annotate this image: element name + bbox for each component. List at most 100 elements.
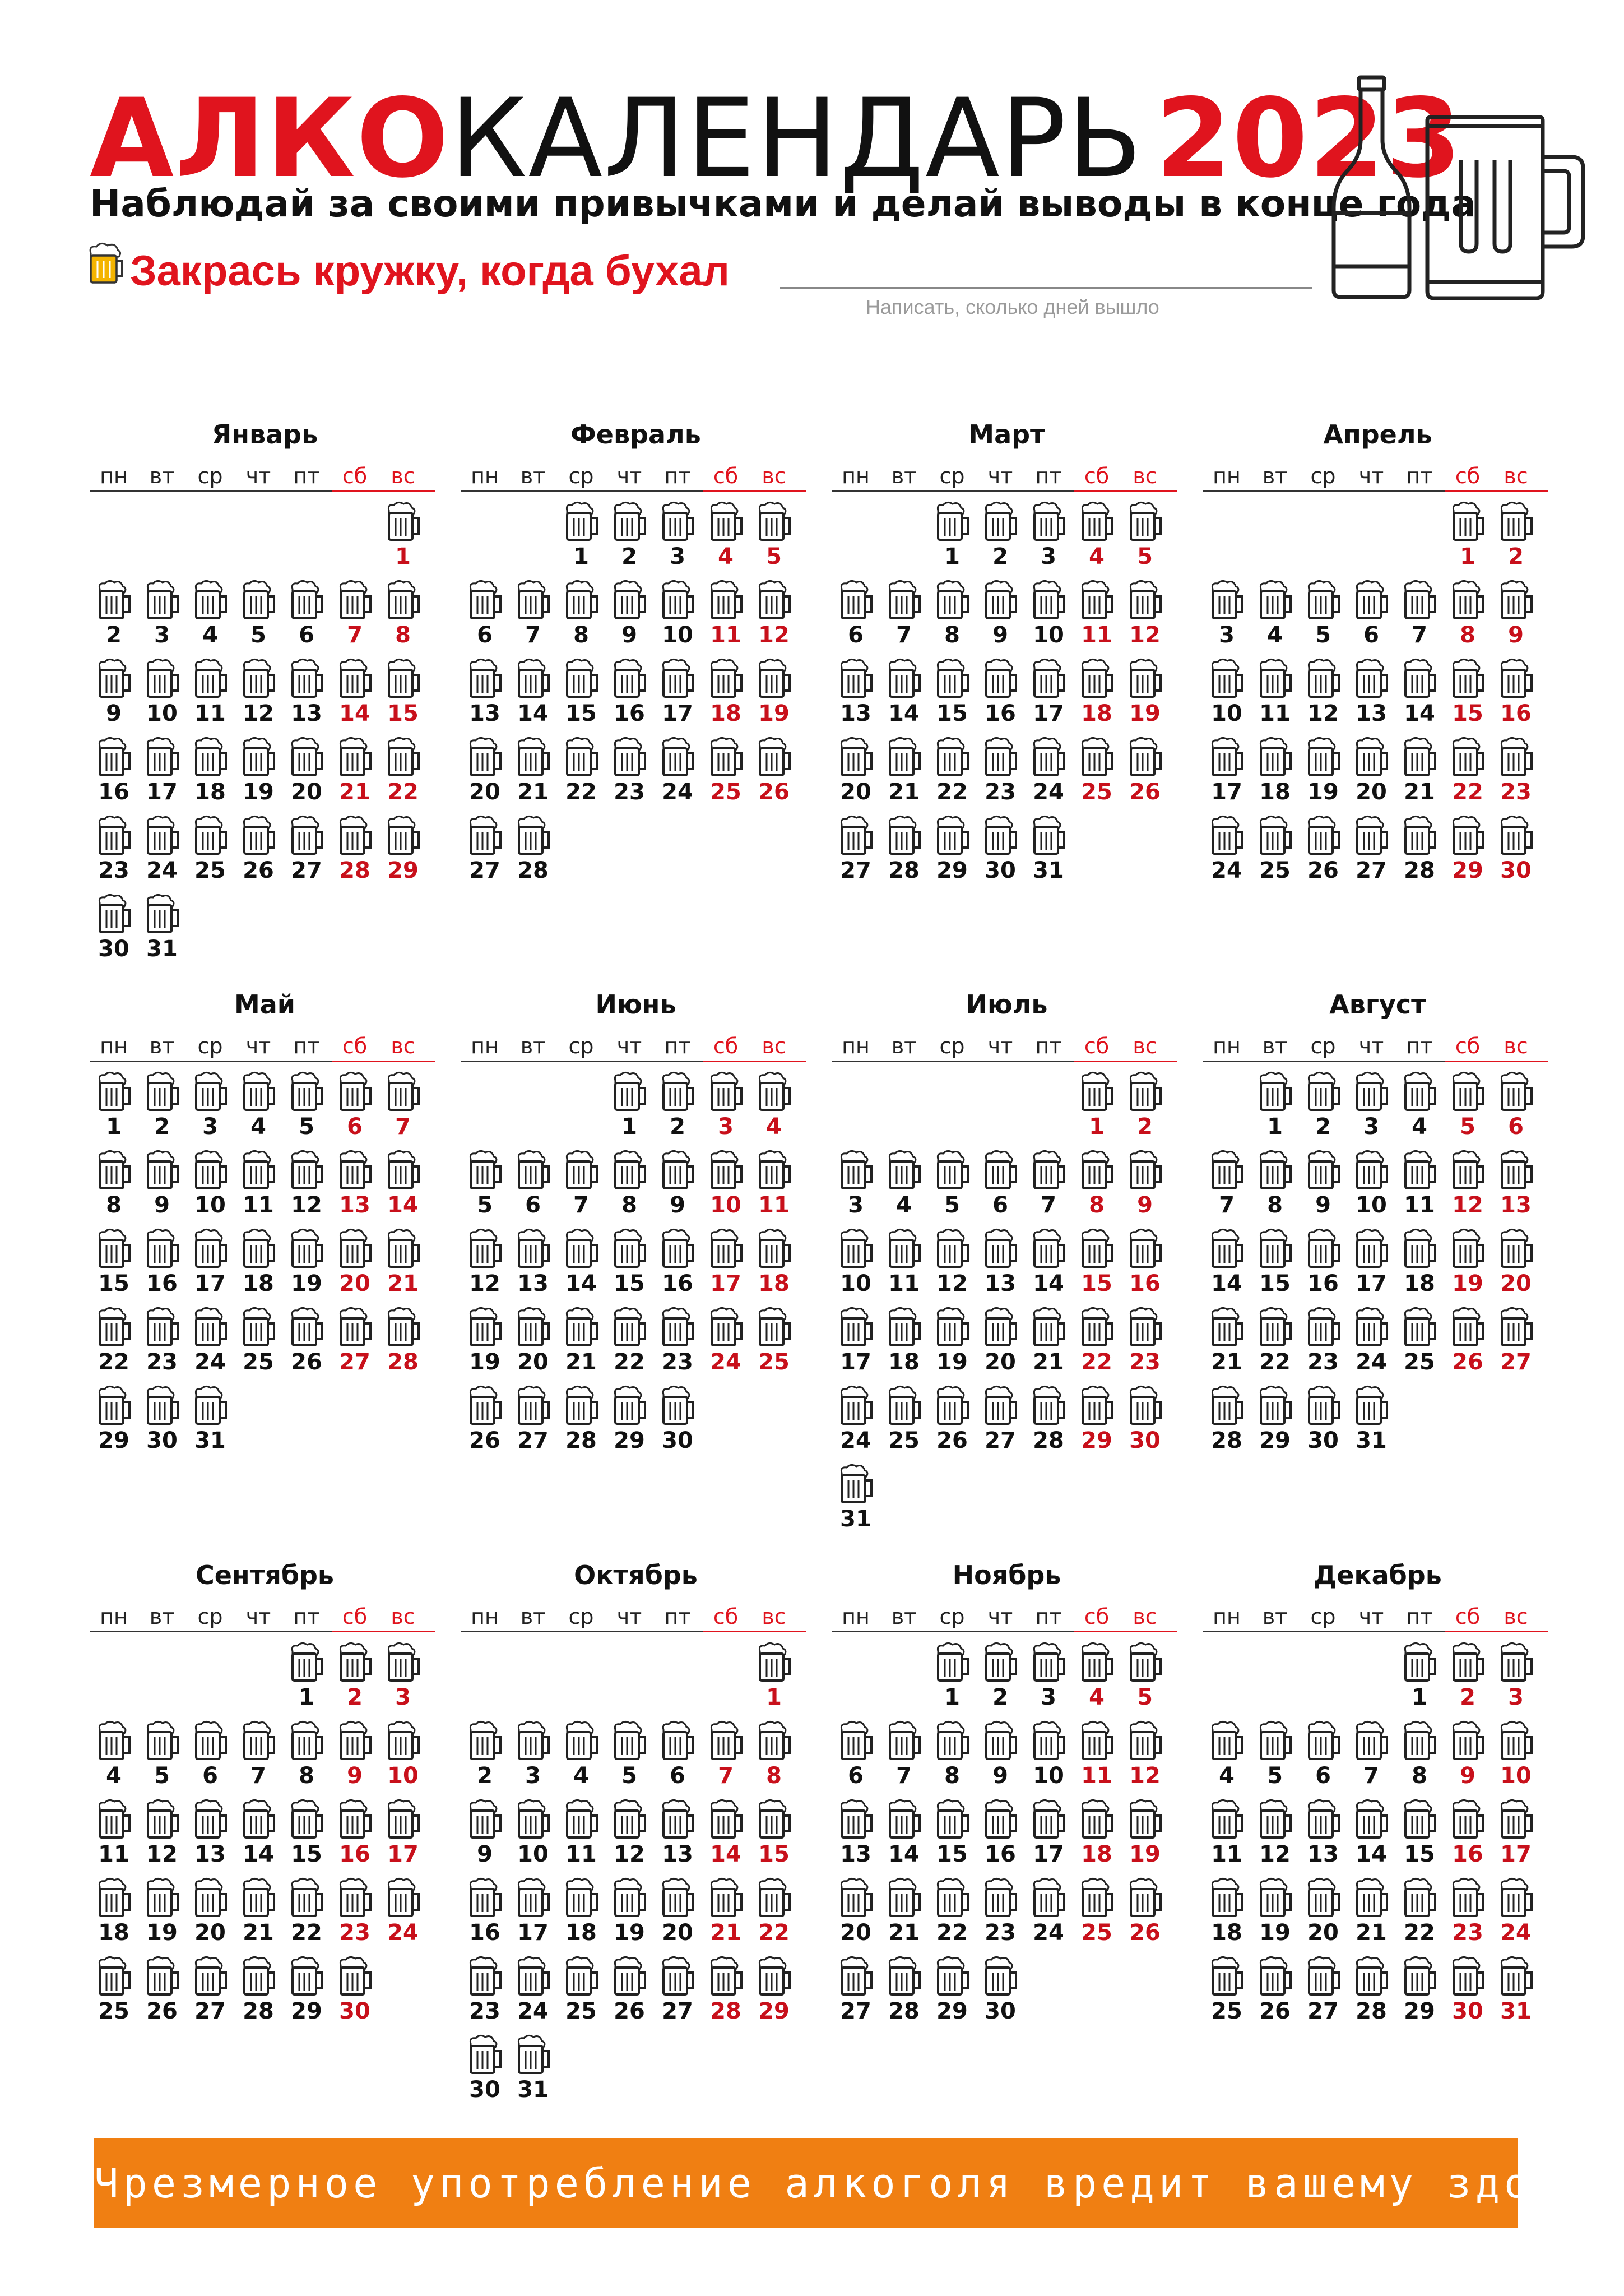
day-cell[interactable]: 19 xyxy=(461,1306,509,1385)
day-cell[interactable]: 3 xyxy=(832,1149,880,1228)
day-cell[interactable]: 20 xyxy=(282,736,331,814)
day-cell[interactable]: 26 xyxy=(461,1385,509,1463)
day-cell[interactable]: 25 xyxy=(880,1385,928,1463)
day-cell[interactable]: 1 xyxy=(928,501,976,579)
day-cell[interactable]: 9 xyxy=(331,1720,379,1798)
day-cell[interactable]: 25 xyxy=(1073,1877,1121,1955)
day-cell[interactable]: 26 xyxy=(1251,1955,1299,2034)
day-cell[interactable]: 12 xyxy=(282,1149,331,1228)
day-cell[interactable]: 26 xyxy=(1121,1877,1169,1955)
day-cell[interactable]: 6 xyxy=(1492,1071,1540,1149)
day-cell[interactable]: 26 xyxy=(928,1385,976,1463)
day-cell[interactable]: 7 xyxy=(880,579,928,658)
day-cell[interactable]: 18 xyxy=(702,658,750,736)
day-cell[interactable]: 3 xyxy=(653,501,702,579)
day-cell[interactable]: 23 xyxy=(1444,1877,1492,1955)
day-cell[interactable]: 18 xyxy=(234,1228,282,1306)
day-cell[interactable]: 13 xyxy=(832,658,880,736)
day-cell[interactable]: 2 xyxy=(605,501,653,579)
day-cell[interactable]: 26 xyxy=(1444,1306,1492,1385)
day-cell[interactable]: 31 xyxy=(1347,1385,1395,1463)
day-cell[interactable]: 9 xyxy=(90,658,138,736)
day-cell[interactable]: 17 xyxy=(1024,658,1073,736)
day-cell[interactable]: 15 xyxy=(1395,1798,1444,1877)
day-cell[interactable]: 4 xyxy=(557,1720,605,1798)
day-cell[interactable]: 21 xyxy=(1395,736,1444,814)
day-cell[interactable]: 9 xyxy=(1121,1149,1169,1228)
day-cell[interactable]: 16 xyxy=(138,1228,186,1306)
day-cell[interactable]: 28 xyxy=(1203,1385,1251,1463)
day-cell[interactable]: 27 xyxy=(832,814,880,893)
day-cell[interactable]: 11 xyxy=(880,1228,928,1306)
day-cell[interactable]: 8 xyxy=(1444,579,1492,658)
day-cell[interactable]: 9 xyxy=(1444,1720,1492,1798)
day-cell[interactable]: 24 xyxy=(702,1306,750,1385)
day-cell[interactable]: 24 xyxy=(138,814,186,893)
day-cell[interactable]: 31 xyxy=(832,1463,880,1542)
day-cell[interactable]: 2 xyxy=(1121,1071,1169,1149)
day-cell[interactable]: 18 xyxy=(1395,1228,1444,1306)
day-cell[interactable]: 17 xyxy=(653,658,702,736)
day-cell[interactable]: 1 xyxy=(1395,1641,1444,1720)
day-cell[interactable]: 29 xyxy=(928,1955,976,2034)
day-cell[interactable]: 8 xyxy=(1251,1149,1299,1228)
day-cell[interactable]: 14 xyxy=(234,1798,282,1877)
day-cell[interactable]: 19 xyxy=(928,1306,976,1385)
day-cell[interactable]: 22 xyxy=(750,1877,798,1955)
day-cell[interactable]: 21 xyxy=(331,736,379,814)
day-cell[interactable]: 2 xyxy=(1444,1641,1492,1720)
day-cell[interactable]: 4 xyxy=(186,579,234,658)
day-cell[interactable]: 24 xyxy=(653,736,702,814)
day-cell[interactable]: 4 xyxy=(90,1720,138,1798)
day-cell[interactable]: 9 xyxy=(976,579,1024,658)
day-cell[interactable]: 21 xyxy=(1203,1306,1251,1385)
day-cell[interactable]: 24 xyxy=(1024,1877,1073,1955)
day-cell[interactable]: 12 xyxy=(1444,1149,1492,1228)
day-cell[interactable]: 14 xyxy=(1024,1228,1073,1306)
day-cell[interactable]: 22 xyxy=(1444,736,1492,814)
day-cell[interactable]: 6 xyxy=(282,579,331,658)
day-cell[interactable]: 7 xyxy=(379,1071,427,1149)
day-cell[interactable]: 11 xyxy=(1073,579,1121,658)
day-cell[interactable]: 17 xyxy=(832,1306,880,1385)
day-cell[interactable]: 25 xyxy=(186,814,234,893)
day-cell[interactable]: 25 xyxy=(90,1955,138,2034)
day-cell[interactable]: 18 xyxy=(880,1306,928,1385)
day-cell[interactable]: 14 xyxy=(1347,1798,1395,1877)
day-cell[interactable]: 10 xyxy=(186,1149,234,1228)
day-cell[interactable]: 4 xyxy=(1203,1720,1251,1798)
day-cell[interactable]: 25 xyxy=(1203,1955,1251,2034)
day-cell[interactable]: 9 xyxy=(461,1798,509,1877)
day-cell[interactable]: 15 xyxy=(1444,658,1492,736)
day-cell[interactable]: 5 xyxy=(1299,579,1347,658)
day-cell[interactable]: 29 xyxy=(379,814,427,893)
day-cell[interactable]: 22 xyxy=(1073,1306,1121,1385)
day-cell[interactable]: 27 xyxy=(832,1955,880,2034)
day-cell[interactable]: 17 xyxy=(509,1877,557,1955)
day-cell[interactable]: 17 xyxy=(1347,1228,1395,1306)
day-cell[interactable]: 21 xyxy=(880,1877,928,1955)
day-cell[interactable]: 6 xyxy=(1299,1720,1347,1798)
day-cell[interactable]: 30 xyxy=(138,1385,186,1463)
day-cell[interactable]: 12 xyxy=(750,579,798,658)
day-cell[interactable]: 1 xyxy=(90,1071,138,1149)
day-cell[interactable]: 21 xyxy=(880,736,928,814)
day-cell[interactable]: 17 xyxy=(1492,1798,1540,1877)
day-cell[interactable]: 18 xyxy=(1073,658,1121,736)
day-cell[interactable]: 22 xyxy=(928,1877,976,1955)
day-cell[interactable]: 4 xyxy=(1073,1641,1121,1720)
day-cell[interactable]: 17 xyxy=(186,1228,234,1306)
day-cell[interactable]: 30 xyxy=(1444,1955,1492,2034)
day-cell[interactable]: 8 xyxy=(90,1149,138,1228)
day-cell[interactable]: 6 xyxy=(976,1149,1024,1228)
day-cell[interactable]: 4 xyxy=(750,1071,798,1149)
day-cell[interactable]: 11 xyxy=(1073,1720,1121,1798)
day-cell[interactable]: 14 xyxy=(379,1149,427,1228)
day-cell[interactable]: 4 xyxy=(1073,501,1121,579)
day-cell[interactable]: 25 xyxy=(557,1955,605,2034)
day-cell[interactable]: 15 xyxy=(605,1228,653,1306)
day-cell[interactable]: 10 xyxy=(1203,658,1251,736)
day-cell[interactable]: 25 xyxy=(1395,1306,1444,1385)
day-cell[interactable]: 22 xyxy=(557,736,605,814)
day-cell[interactable]: 26 xyxy=(138,1955,186,2034)
